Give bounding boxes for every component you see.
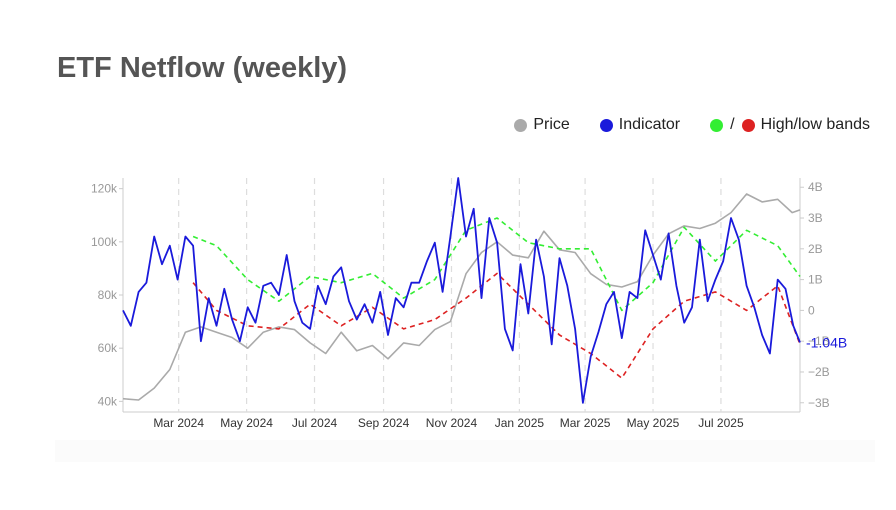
x-tick-label: Mar 2024 (153, 416, 204, 430)
indicator-series-line (122, 177, 801, 404)
legend: Price Indicator / High/low bands (514, 116, 870, 134)
price-dot-icon (514, 118, 528, 132)
x-tick-label: Nov 2024 (426, 416, 478, 430)
low-band-dot-icon (741, 118, 755, 132)
y-right-tick-label: 1B (808, 273, 823, 287)
price-series-line (122, 193, 801, 401)
y-right-tick-label: 0 (808, 303, 815, 317)
x-tick-label: Sep 2024 (358, 416, 410, 430)
high-band-dot-icon (710, 118, 724, 132)
y-right-tick-label: 4B (808, 180, 823, 194)
legend-label-price: Price (533, 116, 570, 133)
x-tick-label: Jan 2025 (495, 416, 545, 430)
y-left-tick-label: 60k (98, 341, 118, 355)
y-left-tick-label: 100k (91, 235, 118, 249)
y-right-tick-label: 3B (808, 211, 823, 225)
y-left-tick-label: 120k (91, 182, 118, 196)
y-left-tick-label: 40k (98, 394, 118, 408)
x-tick-label: Jul 2025 (698, 416, 744, 430)
legend-item-indicator[interactable]: Indicator (599, 116, 681, 134)
x-tick-label: Mar 2025 (560, 416, 611, 430)
chart-title: ETF Netflow (weekly) (57, 52, 348, 84)
legend-label-indicator: Indicator (618, 116, 681, 133)
y-left-tick-label: 80k (98, 288, 118, 302)
legend-item-price[interactable]: Price (514, 116, 570, 134)
x-tick-label: Jul 2024 (292, 416, 338, 430)
y-right-tick-label: −2B (808, 365, 830, 379)
x-tick-label: May 2025 (627, 416, 680, 430)
legend-slash: / (730, 116, 735, 133)
y-right-tick-label: 2B (808, 242, 823, 256)
y-right-tick-label: −3B (808, 396, 830, 410)
legend-label-bands: High/low bands (760, 116, 870, 133)
indicator-dot-icon (599, 118, 613, 132)
indicator-last-value-label: -1.04B (806, 334, 847, 350)
low-band-series-line (192, 272, 801, 379)
y-right-tick-label: −1B (808, 334, 830, 348)
high-band-series-line (192, 217, 801, 312)
legend-item-bands[interactable]: / High/low bands (710, 116, 870, 134)
chart-footer-shade (55, 440, 875, 462)
x-tick-label: May 2024 (220, 416, 273, 430)
